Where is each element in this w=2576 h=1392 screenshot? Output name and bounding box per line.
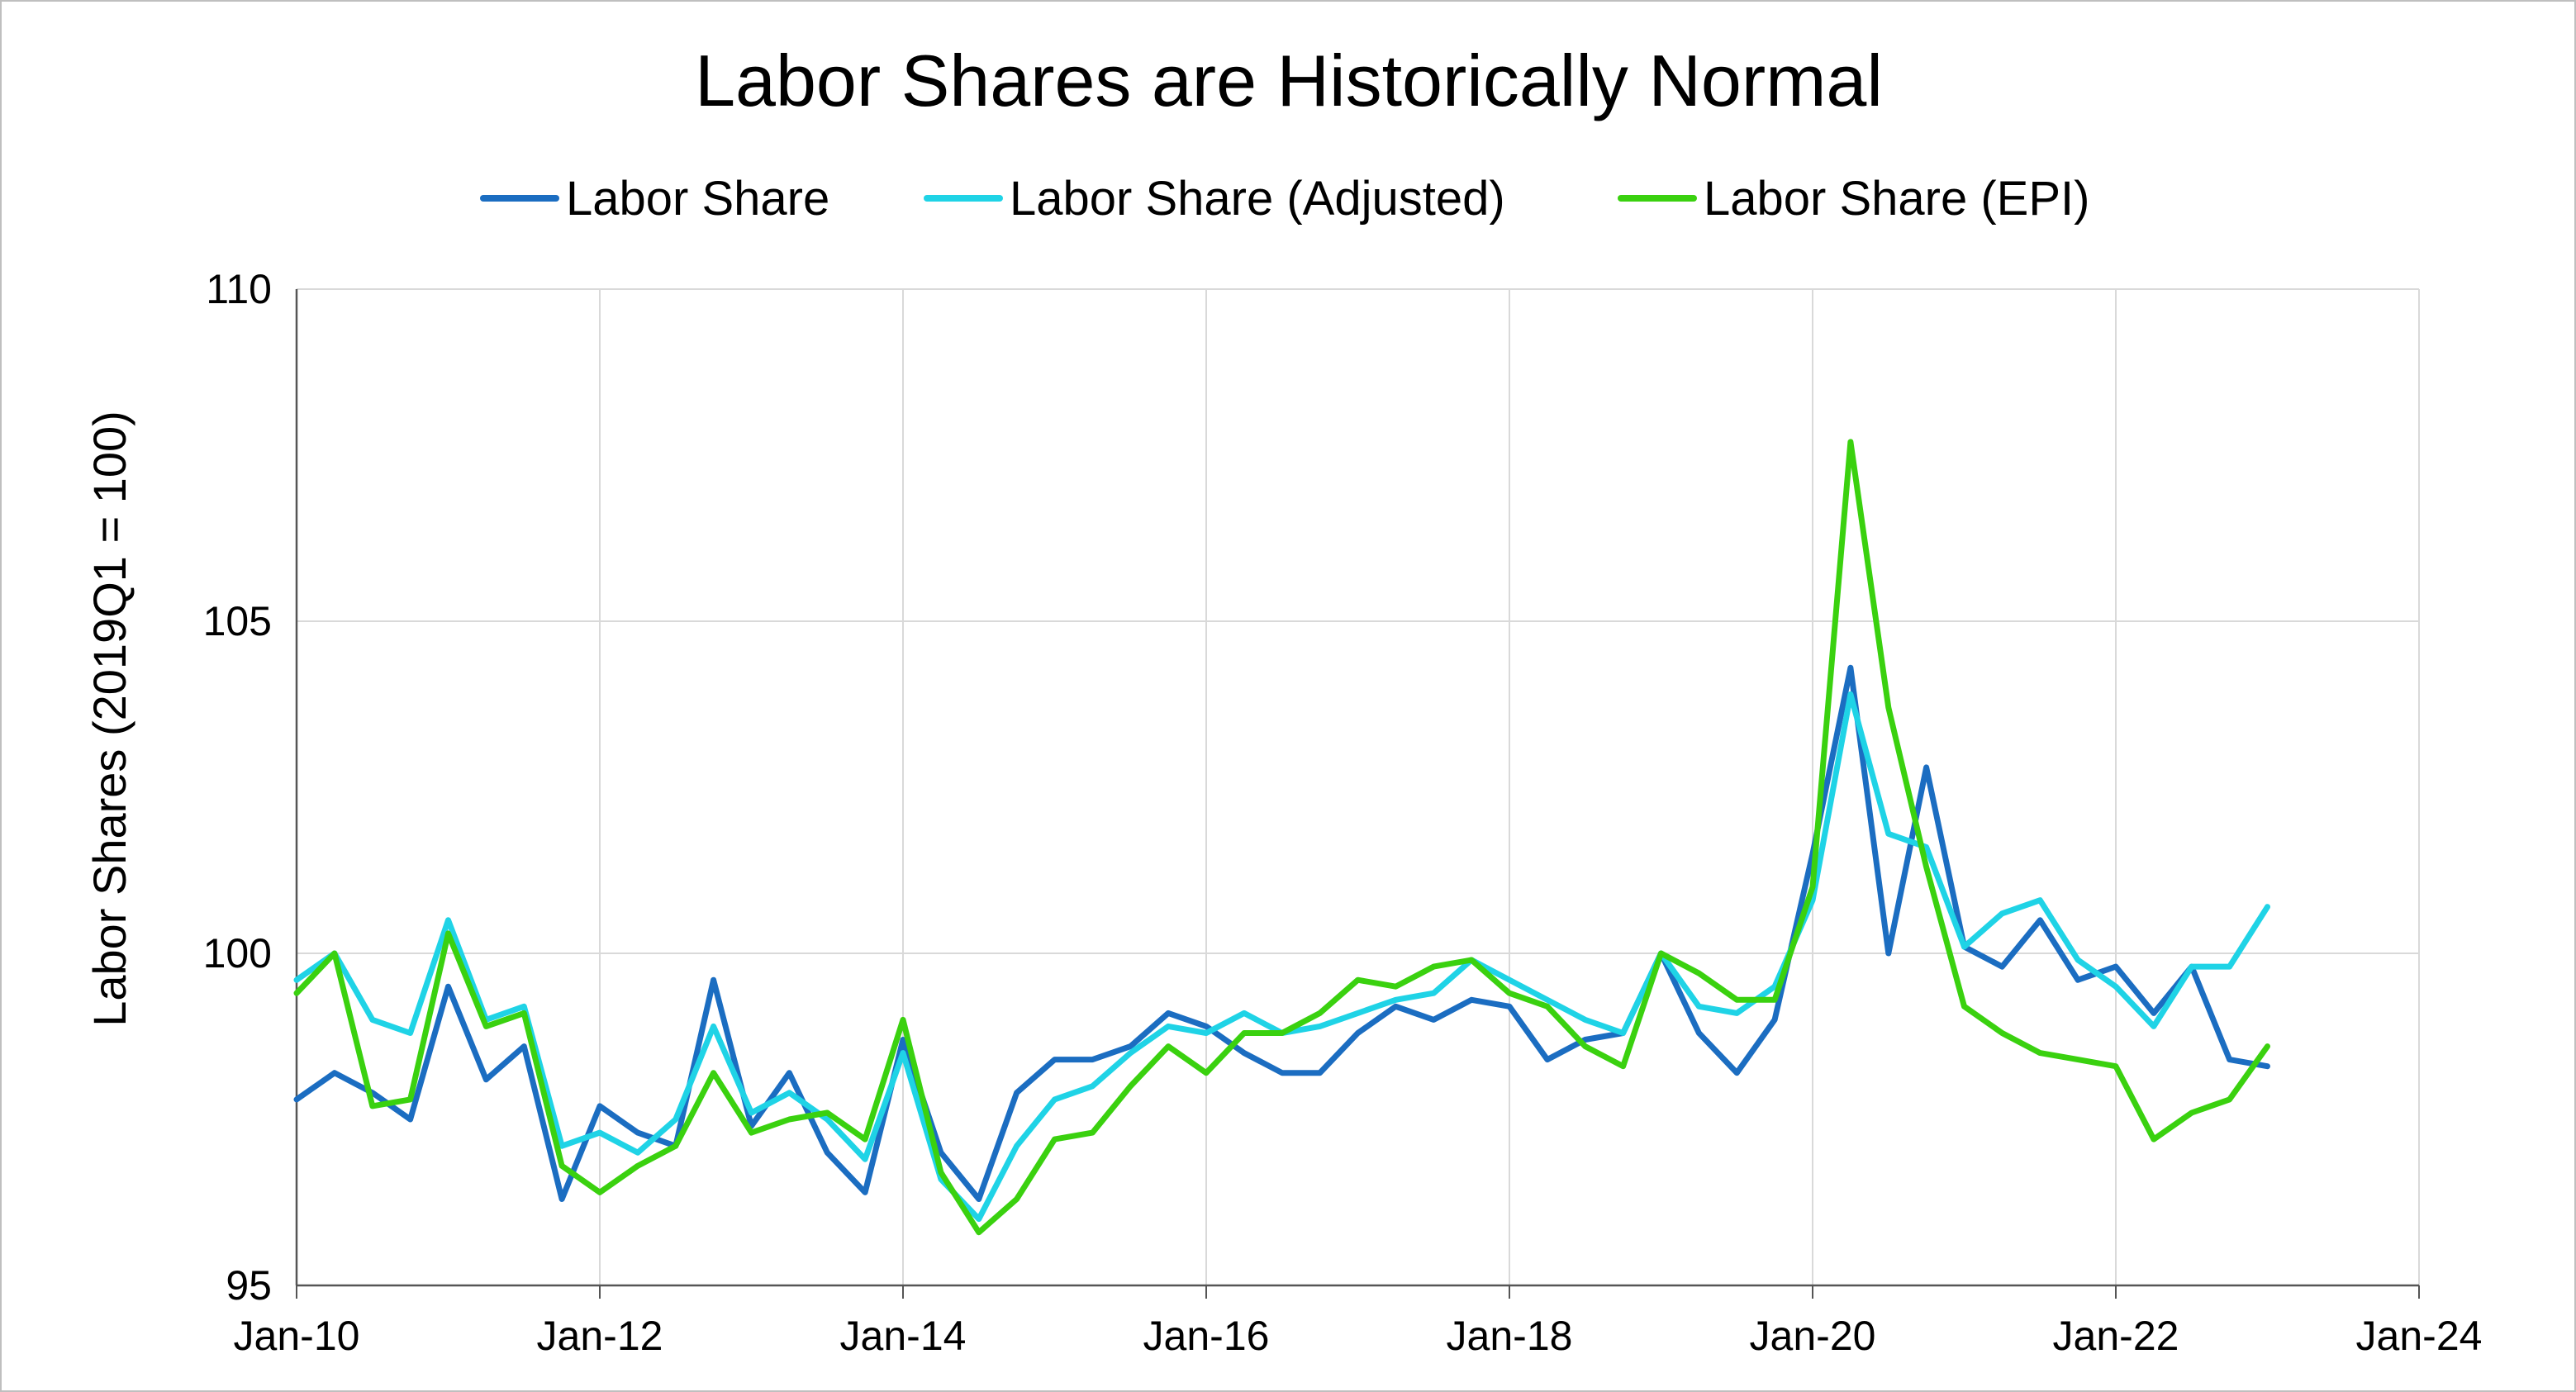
legend: Labor Share Labor Share (Adjusted) Labor S… [480,172,2089,226]
series-line-2 [293,439,2270,1236]
x-tick-label: Jan-10 [234,1313,360,1359]
axes [295,289,2420,1299]
legend-label-1: Labor Share (Adjusted) [1010,172,1505,226]
series-line-1 [293,691,2270,1223]
legend-label-2: Labor Share (EPI) [1704,172,2089,226]
chart-title: Labor Shares are Historically Normal [695,40,1883,121]
y-tick-label: 105 [203,598,272,644]
x-tick-label: Jan-14 [840,1313,967,1359]
x-tick-label: Jan-16 [1143,1313,1270,1359]
y-tick-label: 95 [226,1262,272,1309]
y-tick-label: 110 [206,266,272,312]
series-lines [293,439,2270,1236]
x-tick-label: Jan-24 [2356,1313,2483,1359]
x-axis-ticks: Jan-10 Jan-12 Jan-14 Jan-16 Jan-18 Jan-20 Jan-… [234,1313,2483,1359]
x-tick-label: Jan-18 [1447,1313,1573,1359]
legend-label-0: Labor Share [566,172,829,226]
x-tick-label: Jan-22 [2053,1313,2179,1359]
series-line-0 [293,664,2270,1202]
x-tick-label: Jan-12 [537,1313,663,1359]
y-tick-label: 100 [203,930,272,976]
y-axis-ticks: 95 100 105 110 [203,266,272,1309]
x-tick-label: Jan-20 [1750,1313,1876,1359]
gridlines [297,288,2420,1286]
y-axis-label: Labor Shares (2019Q1 = 100) [83,411,135,1027]
